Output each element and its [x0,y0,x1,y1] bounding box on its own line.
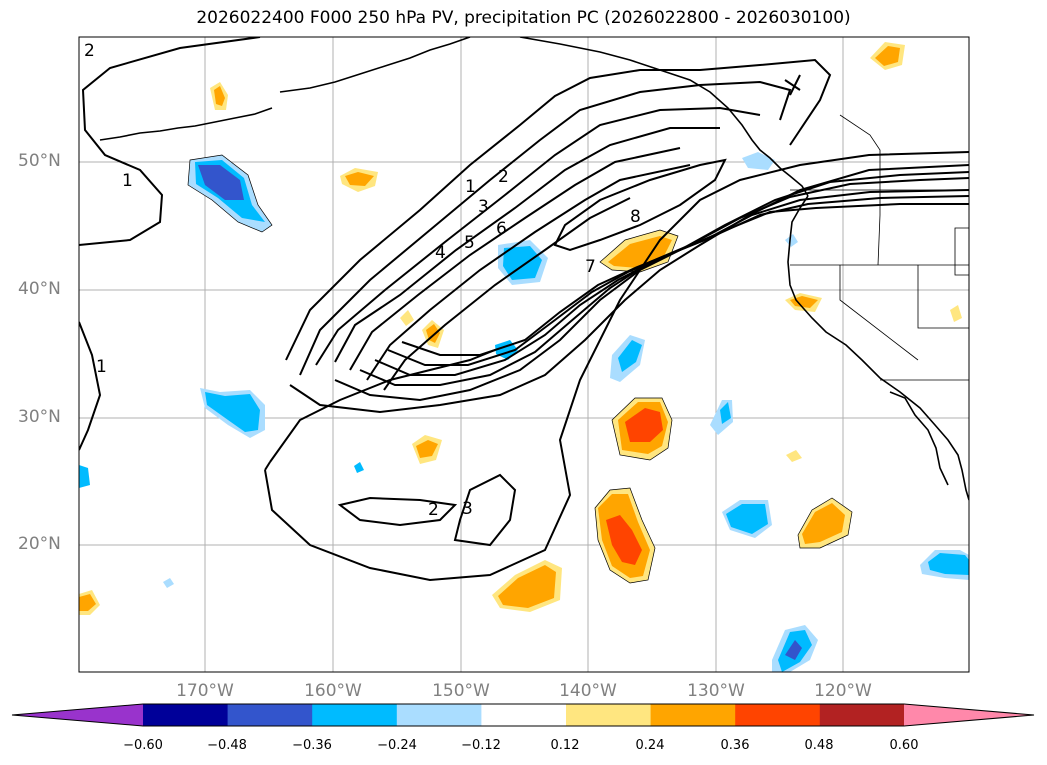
contour-label: 2 [498,167,509,187]
contour-label: 4 [435,243,446,263]
lon-label: 150°W [432,681,490,701]
lat-label: 50°N [18,151,61,171]
pv-contours [79,37,969,582]
colorbar-cell [650,704,736,726]
colorbar-tick: −0.36 [292,738,332,753]
contour-label: 2 [428,500,439,520]
map-title: 2026022400 F000 250 hPa PV, precipitatio… [196,8,851,28]
colorbar-tick: 0.24 [635,738,665,753]
colorbar-tick: 0.12 [550,738,580,753]
coastlines [99,37,969,501]
lat-label: 20°N [18,534,61,554]
lat-label: 40°N [18,279,61,299]
lon-label: 130°W [687,681,745,701]
colorbar-cell [227,704,313,726]
lon-label: 140°W [559,681,617,701]
contour-label: 1 [122,171,133,191]
contour-label: 3 [462,499,473,519]
contour-label: 1 [96,357,107,377]
colorbar-cell [566,704,652,726]
lon-label: 120°W [814,681,872,701]
colorbar-tick: −0.24 [377,738,417,753]
colorbar-cell [481,704,567,726]
colorbar-cell [143,704,229,726]
contour-label: 6 [496,219,507,239]
colorbar-tick: −0.12 [461,738,501,753]
lon-label: 170°W [176,681,234,701]
colorbar-tick: 0.48 [804,738,834,753]
contour-label: 1 [465,177,476,197]
lat-label: 30°N [18,407,61,427]
contour-label: 8 [630,207,641,227]
colorbar-extend-high [904,704,1034,726]
colorbar-extend-low [12,704,143,726]
colorbar-cell [735,704,821,726]
contour-label: 5 [464,233,475,253]
contour-label: 2 [84,41,95,61]
contour-labels: 2 1 1 1 2 3 4 5 6 7 8 2 3 [84,41,641,520]
colorbar-cell [819,704,905,726]
colorbar-cell [396,704,482,726]
map-background [79,37,969,672]
colorbar-tick: −0.48 [207,738,247,753]
contour-label: 3 [478,197,489,217]
contour-label: 7 [585,257,596,277]
map-frame [78,36,970,673]
colorbar-cell [312,704,398,726]
colorbar-tick: −0.60 [123,738,163,753]
colorbar-tick: 0.60 [889,738,919,753]
colorbar-tick: 0.36 [720,738,750,753]
lon-label: 160°W [304,681,362,701]
precip-outlines [187,154,853,584]
precipitation-anomalies [79,42,969,672]
colorbar [11,703,1035,727]
